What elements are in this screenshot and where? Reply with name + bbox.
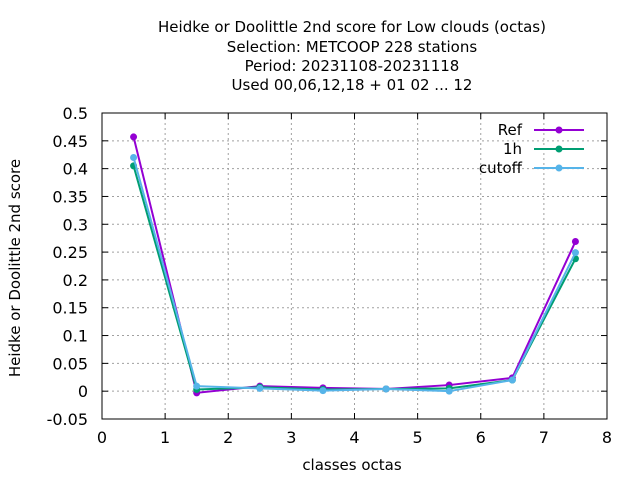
y-tick-label: 0.15 (52, 299, 88, 318)
y-tick-label: 0.5 (63, 104, 88, 123)
y-axis-label: Heidke or Doolittle 2nd score (6, 159, 24, 377)
y-tick-label: 0.4 (63, 160, 88, 179)
legend-label: cutoff (479, 159, 523, 177)
data-point (571, 238, 579, 246)
series-line (132, 157, 577, 393)
x-tick-label: 3 (286, 428, 296, 447)
grid (102, 113, 607, 419)
title-line-3: Period: 20231108-20231118 (245, 57, 460, 75)
y-tick-label: 0.3 (63, 215, 88, 234)
x-tick-label: 0 (97, 428, 107, 447)
title-line-2: Selection: METCOOP 228 stations (227, 38, 478, 56)
data-point (130, 133, 138, 141)
data-point (193, 382, 201, 390)
data-point (508, 376, 516, 384)
series-layer (130, 133, 579, 397)
y-tick-label: 0.25 (52, 243, 88, 262)
data-point (256, 384, 264, 392)
data-point (571, 249, 579, 257)
y-tick-label: 0.2 (63, 271, 88, 290)
title-line-4: Used 00,06,12,18 + 01 02 ... 12 (232, 76, 473, 94)
x-tick-label: 4 (349, 428, 359, 447)
legend-label: Ref (498, 121, 523, 139)
x-tick-label: 1 (160, 428, 170, 447)
y-tick-label: 0.45 (52, 132, 88, 151)
y-tick-label: 0.35 (52, 187, 88, 206)
data-point (382, 385, 390, 393)
x-axis-label: classes octas (302, 456, 402, 474)
legend-marker (555, 164, 563, 172)
legend-marker (555, 145, 563, 153)
y-tick-labels: -0.05 0 0.05 0.1 0.15 0.2 0.25 0.3 0.35 0.4 0.45 0.… (47, 104, 88, 429)
y-tick-label: -0.05 (47, 410, 88, 429)
x-tick-labels: 0 1 2 3 4 5 6 7 8 (97, 428, 612, 447)
y-tick-label: 0 (78, 382, 88, 401)
series-cutoff (130, 154, 579, 395)
legend-marker (555, 126, 563, 134)
data-point (130, 154, 138, 162)
title-line-1: Heidke or Doolittle 2nd score for Low cl… (158, 18, 546, 36)
plot-frame (101, 112, 608, 420)
y-tick-label: 0.05 (52, 354, 88, 373)
chart-title: Heidke or Doolittle 2nd score for Low cl… (158, 18, 546, 94)
data-point (319, 387, 327, 395)
x-tick-label: 5 (413, 428, 423, 447)
x-tick-label: 8 (602, 428, 612, 447)
x-tick-label: 7 (539, 428, 549, 447)
data-point (445, 387, 453, 395)
x-tick-label: 2 (223, 428, 233, 447)
legend-label: 1h (503, 140, 522, 158)
y-tick-label: 0.1 (63, 327, 88, 346)
x-tick-label: 6 (476, 428, 486, 447)
